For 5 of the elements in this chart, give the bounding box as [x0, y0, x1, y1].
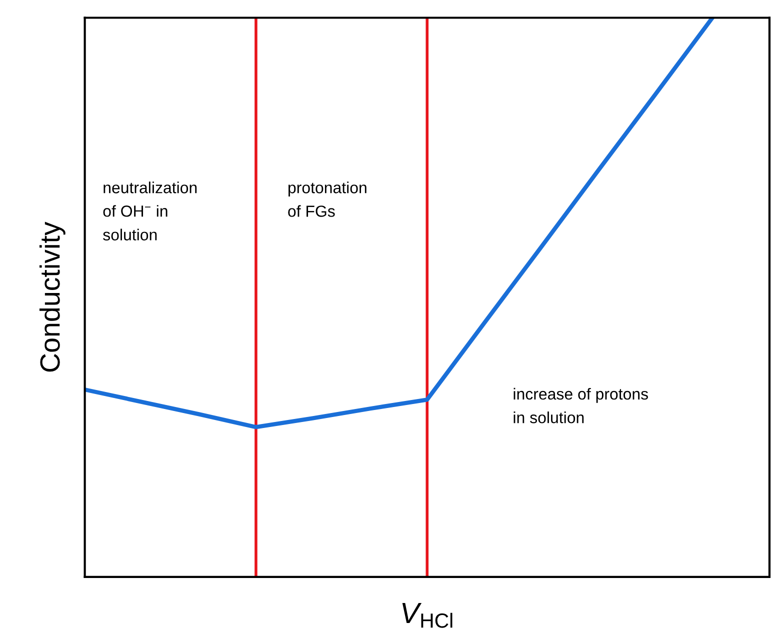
- annotation: increase of protons in solution: [514, 388, 648, 424]
- y-axis-title: Conductivity: [39, 222, 66, 372]
- annotation: protonation of FGs: [288, 182, 366, 217]
- x-axis-title: V$_{HCl}$: [402, 602, 452, 628]
- annotation: neutralization of OH$^{−}$ in solution: [103, 182, 197, 240]
